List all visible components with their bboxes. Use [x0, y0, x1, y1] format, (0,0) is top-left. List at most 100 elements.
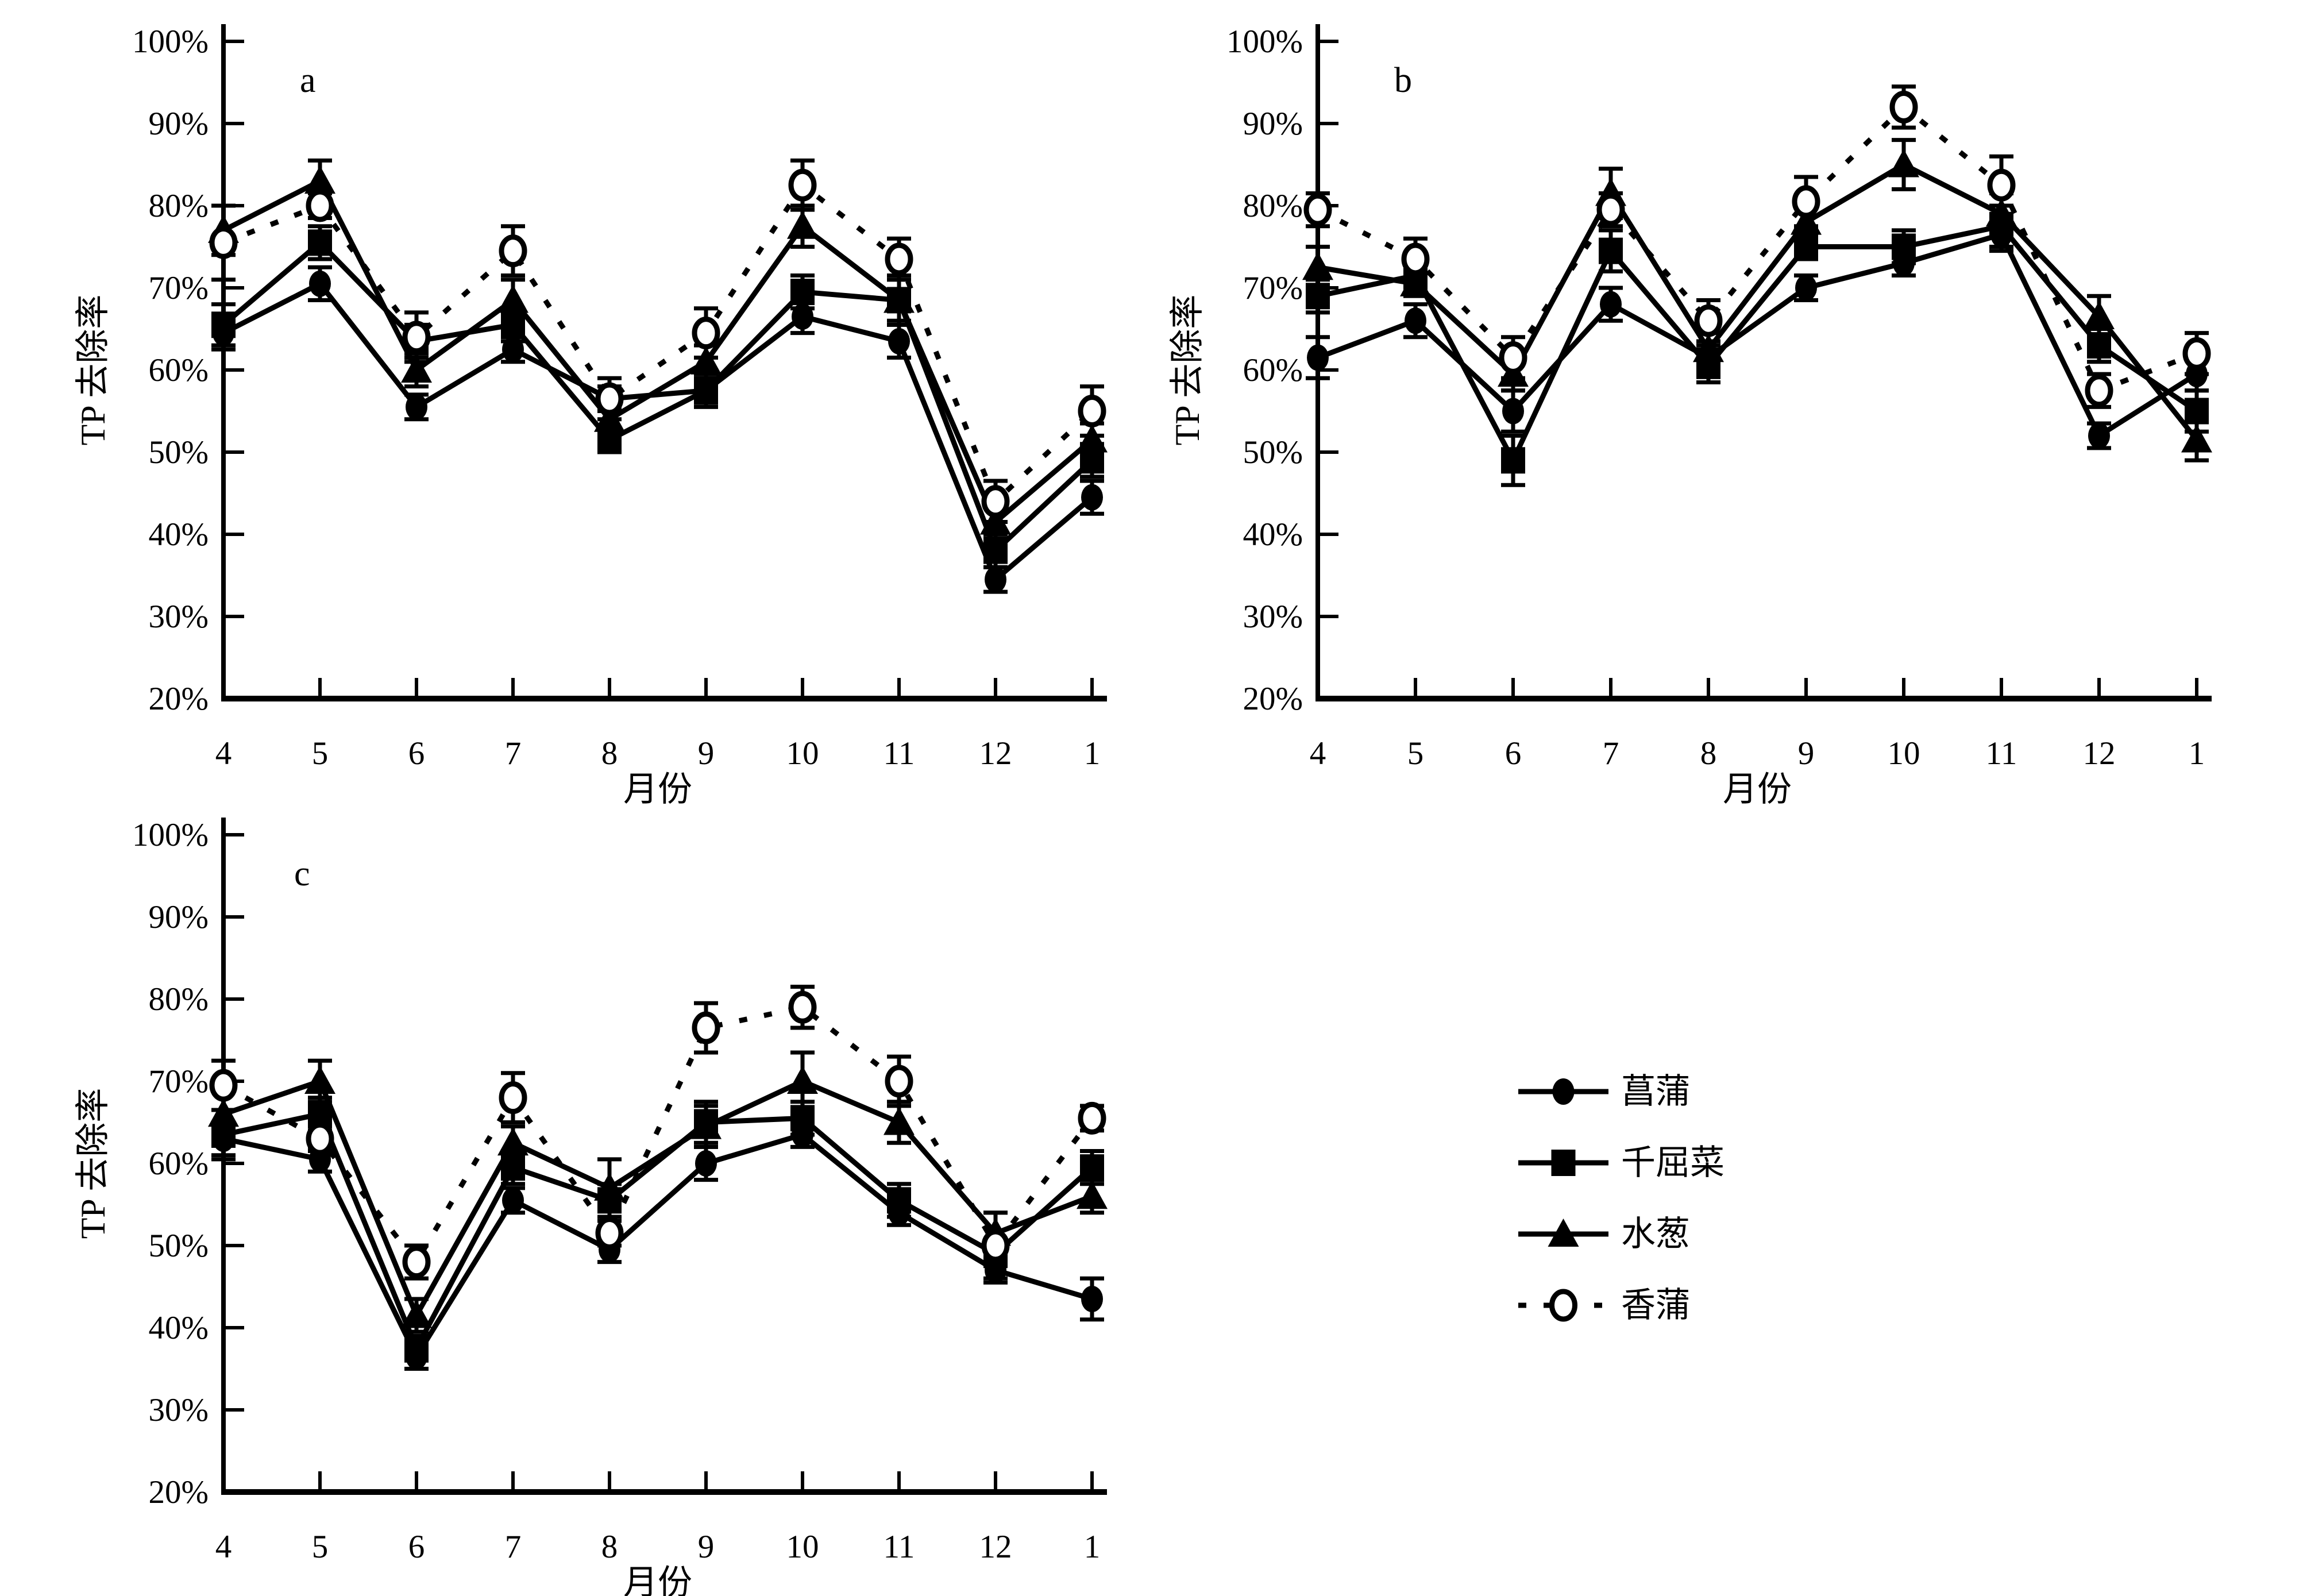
filled-square-legend-icon	[1551, 1150, 1576, 1176]
filled-square-marker	[404, 1335, 429, 1362]
y-tick-label: 30%	[149, 1392, 209, 1428]
x-axis-title: 月份	[1723, 770, 1792, 808]
filled-triangle-marker	[594, 1172, 625, 1201]
filled-square-marker	[790, 279, 815, 306]
filled-circle-marker	[1600, 291, 1622, 318]
filled-circle-marker	[406, 394, 427, 421]
y-axis-title: TP 去除率	[74, 295, 112, 446]
open-circle-marker	[1078, 395, 1106, 427]
open-circle-marker	[1401, 242, 1430, 276]
y-tick-label: 20%	[1243, 681, 1303, 717]
panel-b: 20% 30% 40% 50% 60% 70% 80% 90% 100% 4 5 6 7 8 9 10 11 12…	[1168, 24, 2212, 808]
series-line	[222, 181, 1094, 506]
filled-triangle-marker	[208, 1098, 239, 1127]
open-circle-marker	[692, 317, 720, 350]
panel-letter: b	[1394, 61, 1412, 100]
filled-triangle-marker	[304, 165, 335, 194]
legend-item-水葱: 水葱	[1518, 1215, 1690, 1253]
x-tick-label: 12	[979, 1529, 1012, 1565]
filled-square-marker	[211, 311, 236, 338]
open-circle-marker	[692, 1011, 720, 1044]
open-circle-marker	[981, 1229, 1010, 1262]
x-tick-label: 11	[884, 1529, 915, 1565]
y-tick-label: 30%	[1243, 599, 1303, 635]
y-tick-label: 70%	[149, 270, 209, 306]
filled-circle-marker	[2088, 422, 2110, 449]
open-circle-marker	[1889, 90, 1918, 124]
filled-triangle-marker	[1077, 424, 1108, 453]
open-circle-marker	[499, 1081, 527, 1115]
filled-circle-marker	[309, 270, 331, 297]
y-tick-label: 90%	[1243, 106, 1303, 142]
x-tick-label: 5	[312, 735, 329, 772]
x-axis-title: 月份	[623, 1564, 692, 1596]
open-circle-marker	[209, 226, 238, 259]
open-circle-marker	[1792, 185, 1820, 218]
filled-triangle-marker	[884, 284, 915, 313]
open-circle-marker	[1987, 168, 2016, 202]
x-tick-label: 1	[1084, 735, 1101, 772]
open-circle-marker	[1596, 193, 1625, 226]
legend-item-香蒲: 香蒲	[1518, 1286, 1690, 1324]
x-tick-label: 10	[786, 1529, 819, 1565]
open-circle-marker	[2182, 337, 2211, 370]
series-香蒲	[1303, 84, 2211, 409]
open-circle-marker	[402, 321, 431, 354]
filled-circle-marker	[888, 327, 910, 354]
filled-triangle-marker	[1302, 252, 1333, 280]
filled-square-marker	[694, 377, 718, 404]
filled-triangle-marker	[401, 354, 432, 383]
y-tick-label: 60%	[149, 352, 209, 388]
legend-label: 千屈菜	[1621, 1144, 1725, 1182]
open-circle-marker	[595, 382, 624, 415]
x-tick-label: 12	[2083, 735, 2116, 772]
x-tick-label: 5	[1407, 735, 1424, 772]
open-circle-marker	[306, 1122, 334, 1155]
filled-triangle-marker	[690, 1111, 722, 1139]
y-tick-label: 80%	[149, 188, 209, 224]
y-axis-title: TP 去除率	[74, 1088, 112, 1239]
filled-square-marker	[308, 229, 332, 256]
panel-a: 20% 30% 40% 50% 60% 70% 80% 90% 100% 4 5 6 7 8 9 10 11 12…	[74, 24, 1108, 808]
x-tick-label: 9	[698, 735, 715, 772]
x-tick-label: 8	[1700, 735, 1717, 772]
filled-triangle-marker	[1077, 1181, 1108, 1209]
open-circle-marker	[1303, 193, 1332, 226]
filled-triangle-marker	[884, 1107, 915, 1135]
series-菖蒲	[1306, 215, 2209, 450]
y-tick-label: 100%	[132, 817, 209, 853]
series-line	[222, 239, 1094, 556]
x-tick-label: 9	[698, 1529, 715, 1565]
filled-square-marker	[887, 1187, 911, 1214]
y-tick-label: 100%	[132, 24, 209, 60]
filled-triangle-marker	[304, 1066, 335, 1094]
open-circle-marker	[595, 1217, 624, 1250]
y-axis-title: TP 去除率	[1168, 295, 1206, 446]
open-circle-marker	[2085, 374, 2113, 407]
filled-triangle-marker	[1888, 149, 1919, 178]
x-tick-label: 8	[601, 1529, 618, 1565]
x-tick-label: 7	[1603, 735, 1619, 772]
y-tick-label: 60%	[149, 1146, 209, 1182]
y-tick-label: 20%	[149, 1474, 209, 1510]
series-香蒲	[209, 985, 1106, 1281]
series-line	[1317, 223, 2198, 467]
series-line	[223, 1131, 1093, 1362]
y-tick-label: 100%	[1226, 24, 1303, 60]
x-tick-label: 8	[601, 735, 618, 772]
x-tick-label: 9	[1798, 735, 1815, 772]
x-tick-label: 6	[408, 735, 425, 772]
legend-label: 水葱	[1621, 1215, 1690, 1253]
y-tick-label: 50%	[1243, 434, 1303, 471]
panel-c: 20% 30% 40% 50% 60% 70% 80% 90% 100% 4 5 6 7 8 9 10 11 12…	[74, 817, 1108, 1596]
filled-triangle-marker	[497, 1127, 528, 1156]
x-tick-label: 11	[1986, 735, 2017, 772]
x-tick-label: 4	[215, 1529, 232, 1565]
filled-circle-marker	[1081, 484, 1103, 511]
open-circle-marker	[788, 990, 817, 1024]
x-tick-label: 6	[408, 1529, 425, 1565]
filled-circle-marker	[695, 1150, 717, 1177]
